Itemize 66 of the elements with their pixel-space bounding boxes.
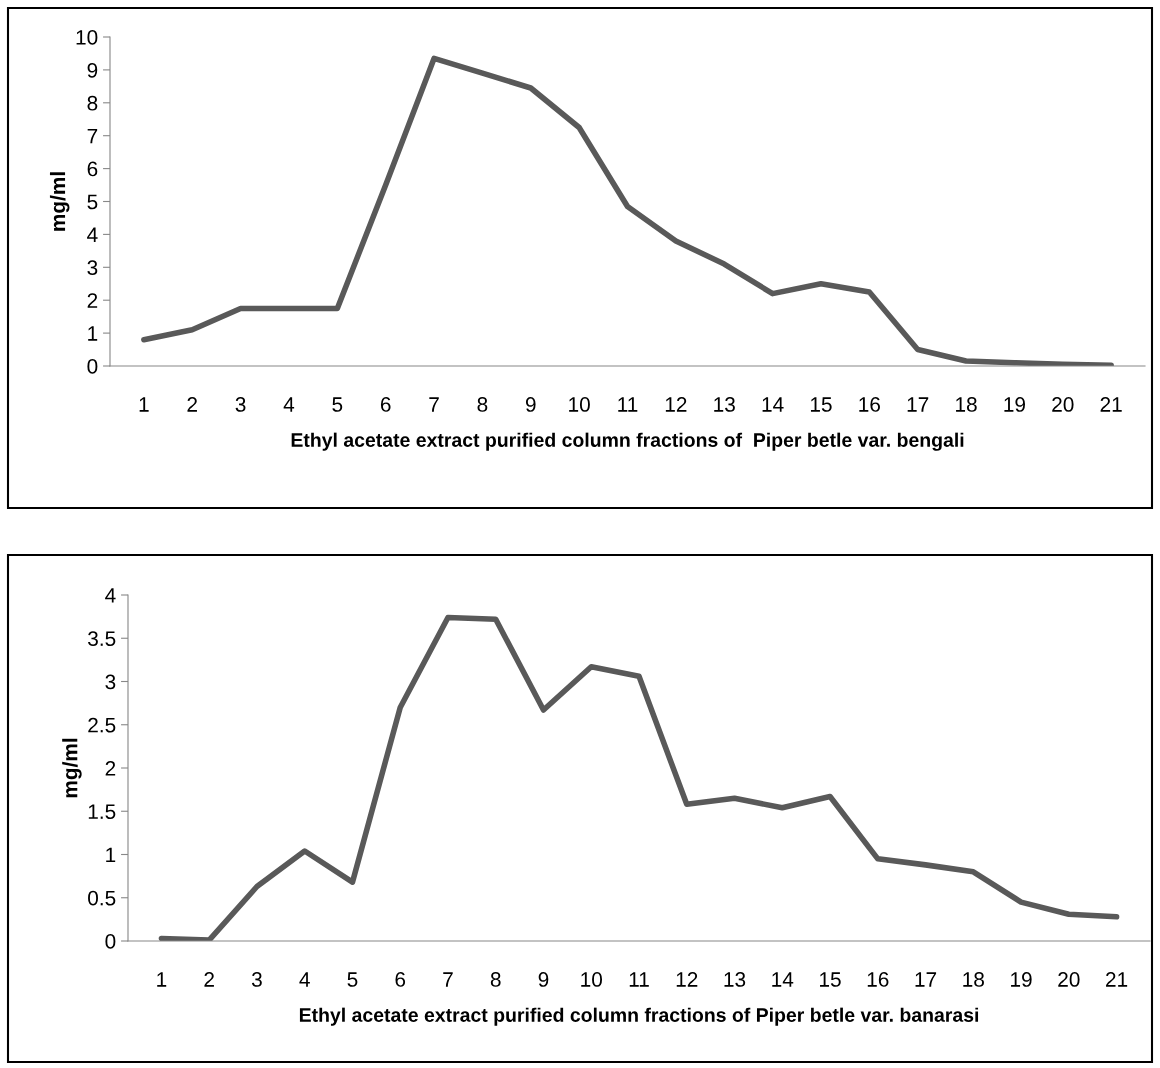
x-tick-label: 6 (395, 972, 406, 987)
x-tick-label: 1 (139, 397, 149, 412)
x-axis-title: Ethyl acetate extract purified column fractions of Piper betle var. bengali (291, 432, 964, 451)
x-tick-label: 10 (581, 972, 603, 987)
y-tick-label: 5 (87, 194, 98, 210)
y-tick-label: 0.5 (88, 890, 116, 906)
y-tick-label: 1.5 (88, 804, 116, 819)
x-tick-label: 5 (332, 397, 343, 412)
y-tick-label: 10 (76, 30, 98, 45)
x-tick-label: 12 (676, 972, 698, 987)
x-tick-label: 17 (915, 972, 937, 987)
x-tick-label: 9 (538, 972, 549, 987)
y-tick-label: 3 (105, 674, 116, 690)
x-tick-label: 14 (772, 972, 794, 987)
y-tick-label: 4 (105, 588, 116, 603)
x-tick-label: 13 (714, 397, 735, 412)
x-tick-label: 2 (204, 972, 214, 987)
x-tick-label: 21 (1106, 972, 1128, 987)
y-axis-title: mg/ml (62, 738, 82, 798)
y-axis-title: mg/ml (49, 172, 70, 231)
x-tick-label: 8 (490, 972, 501, 987)
x-tick-label: 16 (867, 972, 889, 987)
x-tick-label: 20 (1052, 397, 1074, 412)
x-tick-label: 18 (963, 972, 984, 987)
x-tick-label: 8 (477, 397, 488, 412)
x-tick-label: 14 (762, 397, 784, 412)
y-tick-label: 0 (87, 359, 98, 374)
x-tick-label: 10 (569, 397, 590, 412)
y-tick-label: 9 (87, 62, 98, 78)
x-tick-label: 2 (187, 397, 197, 412)
y-tick-label: 3.5 (88, 631, 116, 646)
x-tick-label: 1 (157, 972, 167, 987)
x-axis-title: Ethyl acetate extract purified column fractions of Piper betle var. banarasi (299, 1007, 979, 1026)
x-tick-label: 12 (665, 397, 687, 412)
x-tick-label: 3 (235, 397, 246, 412)
y-tick-label: 2 (87, 293, 98, 308)
x-tick-label: 18 (956, 397, 977, 412)
x-tick-label: 19 (1011, 972, 1032, 987)
x-tick-label: 11 (629, 972, 649, 987)
x-tick-label: 21 (1100, 397, 1122, 412)
y-tick-label: 1 (88, 326, 98, 341)
x-tick-label: 5 (347, 972, 358, 987)
y-tick-label: 8 (87, 95, 98, 111)
x-tick-label: 15 (810, 397, 832, 412)
y-tick-label: 2 (105, 761, 116, 776)
x-tick-label: 4 (299, 972, 310, 987)
x-tick-label: 15 (820, 972, 841, 987)
x-tick-label: 19 (1004, 397, 1026, 412)
y-tick-label: 7 (87, 128, 98, 144)
x-tick-label: 17 (907, 397, 929, 412)
y-tick-label: 6 (87, 161, 98, 177)
x-tick-label: 7 (429, 397, 439, 412)
y-tick-label: 2.5 (88, 717, 116, 733)
x-tick-label: 16 (859, 397, 880, 412)
x-tick-label: 20 (1058, 972, 1080, 987)
y-tick-label: 4 (87, 227, 98, 242)
x-tick-label: 13 (724, 972, 746, 987)
y-tick-label: 0 (105, 934, 116, 949)
x-tick-label: 9 (525, 397, 536, 412)
x-tick-label: 11 (618, 397, 638, 412)
x-tick-label: 4 (283, 397, 295, 412)
x-tick-label: 3 (251, 972, 262, 987)
x-tick-label: 7 (443, 972, 453, 987)
x-tick-label: 6 (380, 397, 391, 412)
y-tick-label: 3 (87, 260, 98, 276)
y-tick-label: 1 (106, 847, 116, 863)
